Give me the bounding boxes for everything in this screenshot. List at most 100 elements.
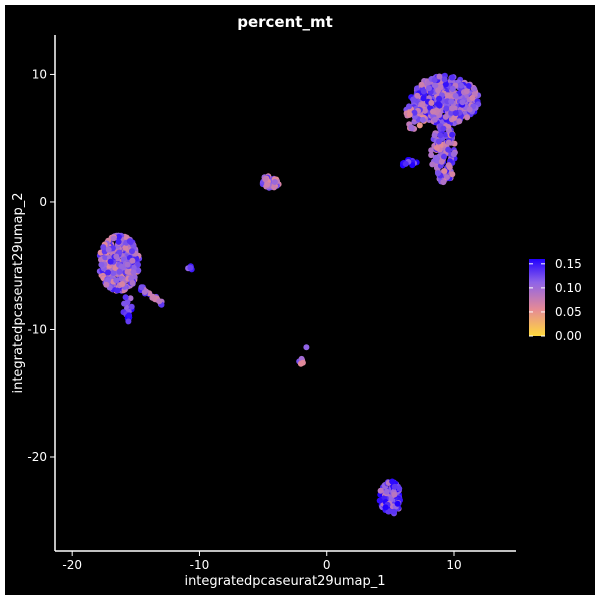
data-point [156, 298, 163, 305]
y-axis-label: integratedpcaseurat29umap_2 [11, 192, 26, 393]
data-point [458, 82, 465, 89]
data-point [104, 277, 111, 284]
data-point [383, 488, 390, 495]
data-point [110, 270, 117, 276]
data-point [103, 281, 110, 288]
y-tick-label: 0 [39, 195, 47, 209]
data-point [428, 147, 435, 154]
data-point [449, 85, 456, 92]
data-point [262, 176, 269, 183]
data-point [431, 82, 438, 89]
data-point [428, 99, 435, 106]
data-point [408, 125, 415, 132]
legend-ticks: 0.00 0.05 0.10 0.15 [529, 257, 582, 343]
x-tick-label: -20 [62, 558, 82, 572]
data-point [420, 88, 427, 95]
data-point [135, 267, 142, 274]
data-point [459, 99, 466, 106]
data-point [471, 86, 478, 93]
y-tick-label: -10 [27, 322, 47, 336]
data-point [129, 257, 136, 264]
data-point [130, 269, 137, 276]
data-point [110, 235, 117, 242]
legend-colorbar [529, 259, 545, 336]
data-point [448, 109, 455, 116]
data-point [414, 92, 421, 99]
data-point [419, 101, 426, 108]
data-point [114, 287, 121, 294]
data-point [436, 73, 443, 80]
data-point [463, 88, 470, 95]
data-point [430, 108, 436, 115]
plot-background [5, 5, 595, 595]
data-point [377, 487, 384, 494]
data-point [449, 74, 455, 81]
data-point [118, 263, 125, 270]
data-point [394, 500, 401, 507]
data-point [446, 164, 453, 171]
data-point [448, 98, 455, 105]
data-point [122, 294, 129, 301]
legend-tick-label: 0.00 [555, 329, 582, 343]
y-tick-label: -20 [27, 450, 47, 464]
data-point [116, 268, 123, 275]
data-point [442, 113, 449, 120]
data-point [396, 485, 403, 492]
data-point [141, 289, 148, 295]
data-point [391, 508, 397, 515]
data-point [431, 77, 438, 83]
data-point [449, 131, 456, 138]
data-point [100, 244, 107, 251]
x-tick-label: -10 [190, 558, 210, 572]
data-point [125, 318, 132, 325]
data-point [406, 103, 412, 110]
data-point [438, 158, 445, 165]
data-point [469, 94, 476, 101]
data-point [451, 115, 458, 121]
chart-title: percent_mt [237, 13, 333, 31]
data-point [126, 238, 133, 245]
data-point [271, 184, 278, 191]
data-point [115, 233, 122, 240]
data-point [435, 100, 442, 107]
data-point [442, 81, 449, 88]
data-point [437, 132, 444, 139]
data-point [115, 238, 122, 245]
data-points [96, 72, 482, 517]
data-point [105, 269, 111, 276]
legend-tick-label: 0.15 [555, 257, 582, 271]
data-point [124, 268, 131, 275]
data-point [440, 179, 447, 186]
data-point [443, 105, 450, 112]
data-point [466, 106, 473, 113]
data-point [452, 110, 459, 117]
data-point [428, 152, 435, 159]
data-point [443, 174, 450, 181]
x-axis-label: integratedpcaseurat29umap_1 [184, 574, 385, 589]
data-point [465, 83, 472, 89]
data-point [420, 95, 427, 102]
data-point [421, 107, 428, 114]
data-point [107, 258, 114, 265]
data-point [450, 151, 457, 158]
data-point [124, 261, 131, 268]
data-point [135, 261, 141, 268]
data-point [441, 76, 448, 83]
data-point [411, 109, 418, 116]
data-point [414, 85, 421, 92]
legend-tick-label: 0.05 [555, 305, 582, 319]
data-point [436, 95, 443, 102]
data-point [121, 300, 128, 307]
data-point [429, 161, 436, 168]
data-point [122, 244, 129, 251]
data-point [449, 171, 456, 178]
data-point [98, 261, 105, 268]
data-point [138, 284, 145, 291]
data-point [113, 253, 120, 260]
x-axis-ticks: -20 -10 0 10 [62, 551, 462, 572]
data-point [426, 85, 432, 92]
data-point [437, 84, 444, 90]
data-point [409, 162, 416, 169]
y-tick-label: 10 [32, 67, 47, 81]
